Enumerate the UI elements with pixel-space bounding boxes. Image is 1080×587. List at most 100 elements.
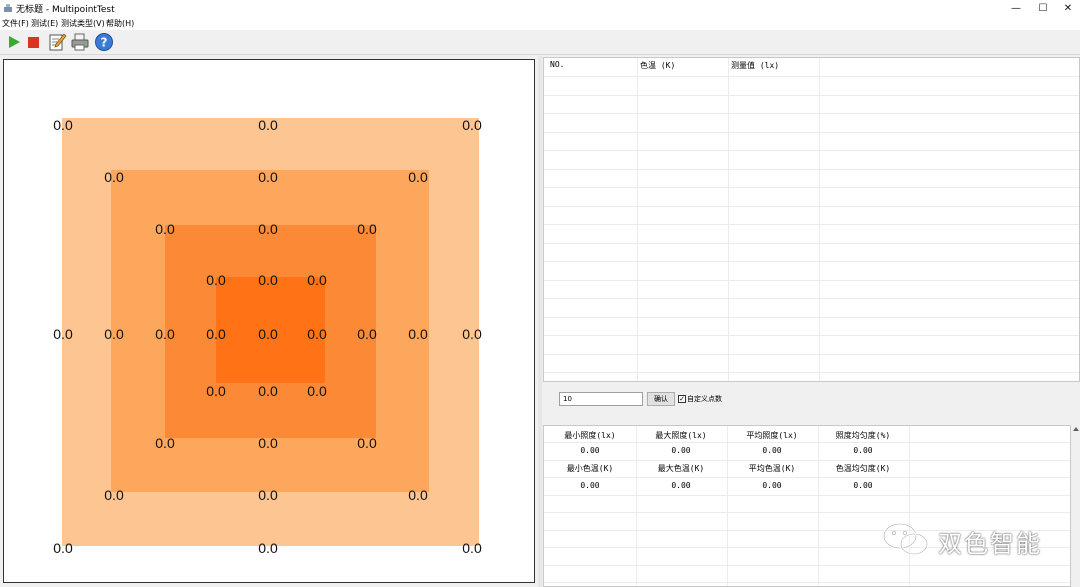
menu-help[interactable]: 帮助(H) [106,19,135,28]
stat-value-illuminance-uniformity: 0.00 [853,446,873,455]
grid-row-line [544,477,1070,478]
printer-icon[interactable] [70,32,90,52]
heatmap-panel: 0.0 0.0 0.0 0.0 0.0 0.0 0.0 0.0 0.0 0.0 0.0 0.0 0.0 0… [3,59,535,583]
play-icon[interactable] [4,32,24,52]
measurement-point-16: 0.0 [408,487,428,503]
stop-icon[interactable] [24,32,44,52]
stat-header-max-illuminance: 最大照度(lx) [655,431,707,440]
scroll-up-arrow-icon[interactable] [1073,427,1079,431]
measurement-point-11: 0.0 [408,169,428,185]
grid-row-line [544,335,1079,336]
column-header-measured-value[interactable]: 测量值 (lx) [731,61,780,70]
measurement-point-8: 0.0 [462,540,482,556]
grid-row-line [544,495,1070,496]
title-bar: 无标题 - MultipointTest — ☐ ✕ [0,0,1080,17]
measurement-point-28: 0.0 [206,326,226,342]
stat-header-max-color-temp: 最大色温(K) [657,464,705,473]
watermark-text: 双色智能 [938,530,1042,558]
grid-column-line [818,426,819,586]
custom-points-checkbox[interactable]: ✓ [678,395,686,403]
grid-row-line [544,442,1070,443]
grid-row-line [544,113,1079,114]
stat-value-max-illuminance: 0.00 [671,446,691,455]
menu-file[interactable]: 文件(F) [2,19,29,28]
grid-row-line [544,224,1079,225]
grid-column-line [909,426,910,586]
grid-row-line [544,512,1070,513]
maximize-button[interactable]: ☐ [1038,3,1048,14]
stat-value-max-color-temp: 0.00 [671,481,691,490]
svg-text:?: ? [101,36,108,50]
grid-row-line [544,317,1079,318]
measurement-point-7: 0.0 [258,540,278,556]
grid-row-line [544,150,1079,151]
confirm-button[interactable]: 确认 [647,392,675,406]
statistics-table: 最小照度(lx) 最大照度(lx) 平均照度(lx) 照度均匀度(%) 0.00… [543,425,1071,587]
grid-row-line [544,530,1070,531]
panel-splitter[interactable] [538,56,542,587]
grid-row-line [544,169,1079,170]
stats-scrollbar[interactable] [1072,425,1080,587]
point-count-input[interactable] [559,392,643,406]
grid-column-line [727,426,728,586]
grid-row-line [544,261,1079,262]
measurement-point-22: 0.0 [155,435,175,451]
menu-bar: 文件(F) 测试(E) 测试类型(V) 帮助(H) [0,17,1080,30]
watermark: 双色智能 [880,520,1070,560]
measurement-point-3: 0.0 [462,117,482,133]
measurement-point-2: 0.0 [258,117,278,133]
grid-row-line [544,372,1079,373]
measurement-point-13: 0.0 [408,326,428,342]
grid-row-line [544,132,1079,133]
measurement-point-6: 0.0 [53,540,73,556]
close-button[interactable]: ✕ [1063,3,1073,14]
stat-value-color-temp-uniformity: 0.00 [853,481,873,490]
measurement-point-24: 0.0 [357,435,377,451]
measurement-table: NO. 色温 (K) 测量值 (lx) [543,57,1080,382]
stat-header-min-color-temp: 最小色温(K) [566,464,614,473]
measurement-point-18: 0.0 [258,221,278,237]
measurement-point-4: 0.0 [53,326,73,342]
measurement-point-5: 0.0 [462,326,482,342]
grid-row-line [544,76,1079,77]
stat-header-avg-illuminance: 平均照度(lx) [746,431,798,440]
measurement-point-14: 0.0 [104,487,124,503]
measurement-point-17: 0.0 [155,221,175,237]
custom-points-label: 自定义点数 [687,395,722,403]
stat-header-min-illuminance: 最小照度(lx) [564,431,616,440]
column-header-color-temp[interactable]: 色温 (K) [640,61,676,70]
measurement-point-33: 0.0 [258,326,278,342]
app-icon [4,4,12,12]
grid-column-line [728,58,729,381]
grid-row-line [544,187,1079,188]
stat-header-color-temp-uniformity: 色温均匀度(K) [835,464,891,473]
column-header-no[interactable]: NO. [550,60,565,69]
measurement-point-27: 0.0 [307,272,327,288]
measurement-point-31: 0.0 [258,383,278,399]
help-icon[interactable]: ? [94,32,114,52]
heatmap-zone-4 [216,277,325,383]
measurement-point-30: 0.0 [206,383,226,399]
menu-test[interactable]: 测试(E) [31,19,59,28]
menu-test-type[interactable]: 测试类型(V) [61,19,105,28]
stat-header-avg-color-temp: 平均色温(K) [748,464,796,473]
wechat-icon [882,522,929,556]
measurement-point-23: 0.0 [258,435,278,451]
measurement-point-19: 0.0 [357,221,377,237]
measurement-point-29: 0.0 [307,326,327,342]
point-count-row: 确认 ✓ 自定义点数 [543,387,1080,413]
measurement-point-12: 0.0 [104,326,124,342]
grid-row-line [544,547,1070,548]
edit-icon[interactable] [47,32,67,52]
measurement-point-21: 0.0 [357,326,377,342]
stat-value-avg-illuminance: 0.00 [762,446,782,455]
stat-header-illuminance-uniformity: 照度均匀度(%) [835,431,891,440]
minimize-button[interactable]: — [1011,3,1021,14]
stat-value-min-illuminance: 0.00 [580,446,600,455]
measurement-point-9: 0.0 [104,169,124,185]
grid-row-line [544,582,1070,583]
grid-row-line [544,565,1070,566]
grid-row-line [544,460,1070,461]
stat-value-min-color-temp: 0.00 [580,481,600,490]
illuminance-heatmap: 0.0 0.0 0.0 0.0 0.0 0.0 0.0 0.0 0.0 0.0 0.0 0.0 0.0 0… [53,117,482,556]
